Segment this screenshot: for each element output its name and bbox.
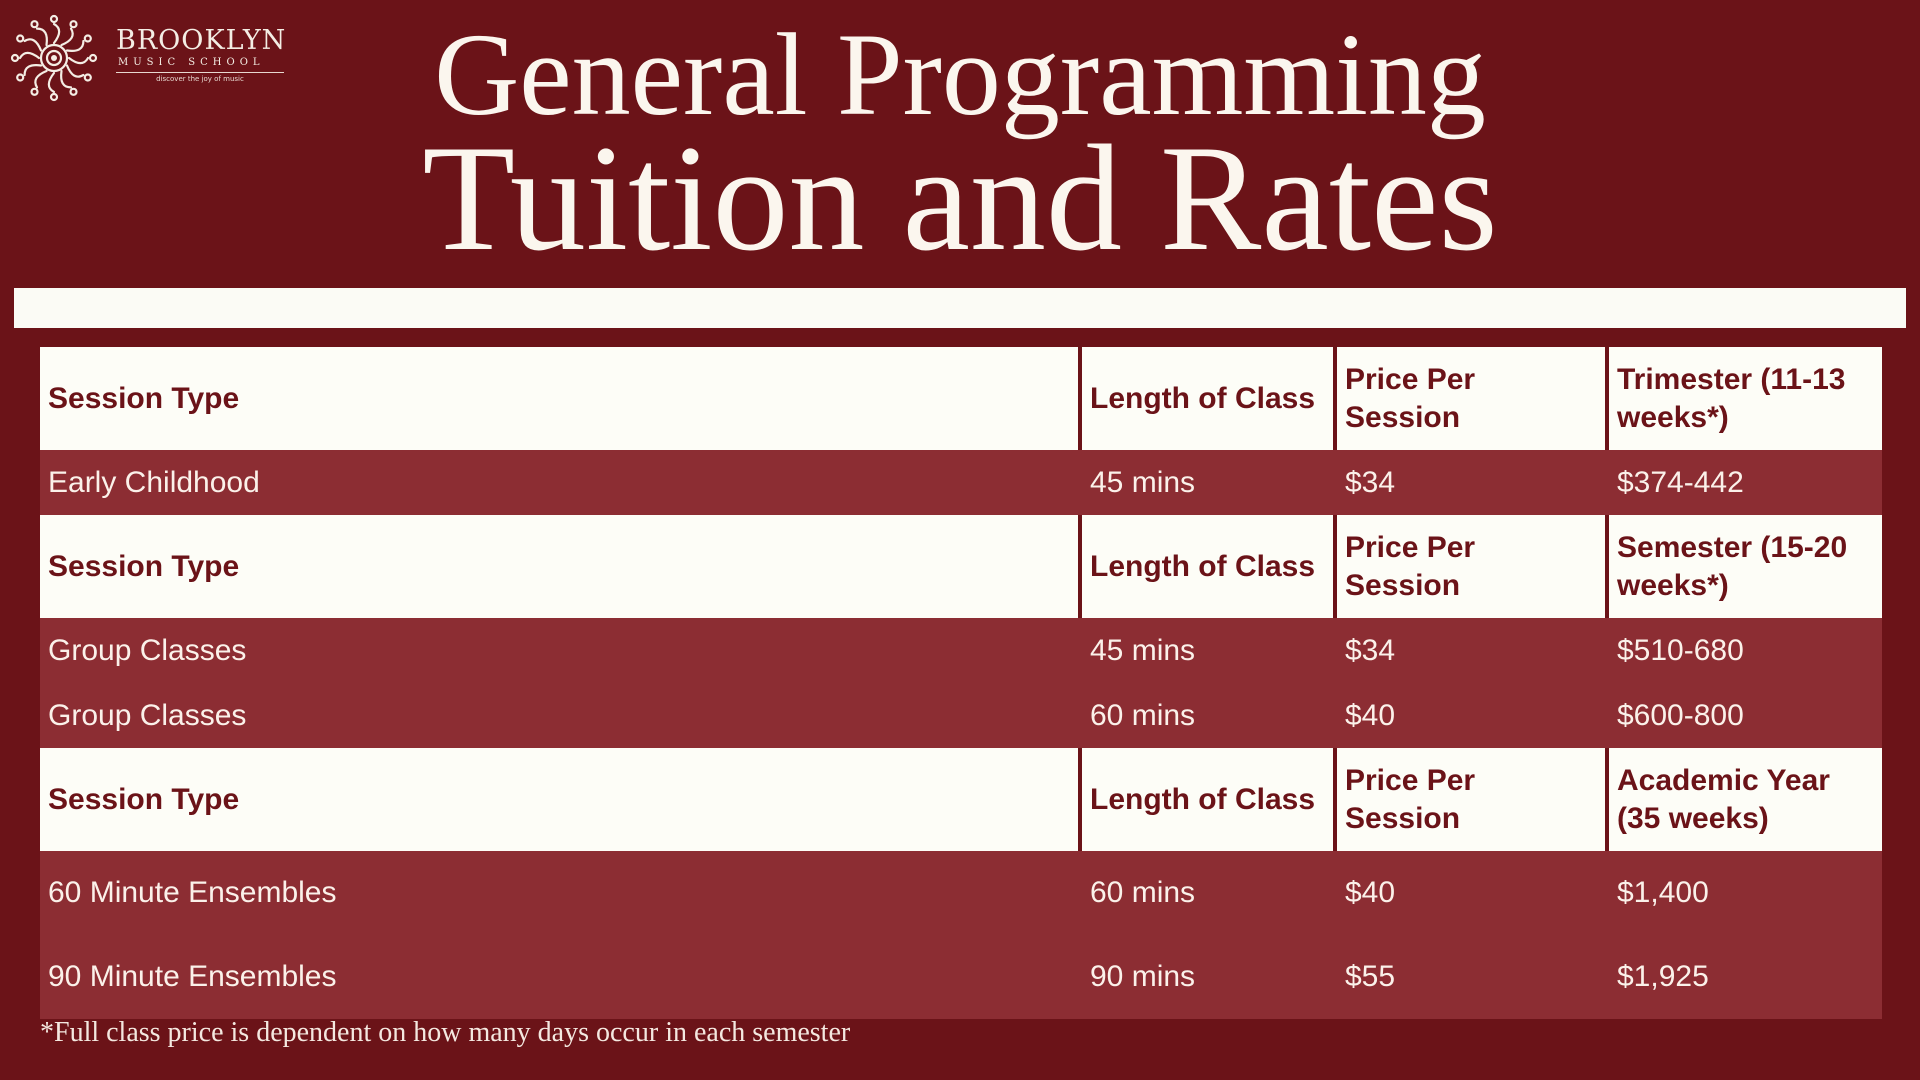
cell-session-type: 60 Minute Ensembles — [40, 851, 1082, 935]
logo-petal-dot — [16, 73, 25, 82]
cell-length: 60 mins — [1082, 851, 1337, 935]
logo-petal — [47, 71, 56, 94]
table-row: Early Childhood 45 mins $34 $374-442 — [40, 450, 1882, 515]
footnote: *Full class price is dependent on how ma… — [40, 1017, 851, 1048]
table-header-row: Session Type Length of Class Price Per S… — [40, 748, 1882, 851]
logo-petal-dot — [83, 73, 92, 82]
tuition-rates-table: Session Type Length of Class Price Per S… — [40, 347, 1882, 1019]
logo-petal — [23, 38, 43, 52]
cell-price: $34 — [1337, 618, 1609, 683]
cell-total: $600-800 — [1609, 683, 1882, 748]
cell-price: $40 — [1337, 851, 1609, 935]
logo-petal — [60, 69, 73, 89]
cell-length: 45 mins — [1082, 450, 1337, 515]
table-row: Group Classes 60 mins $40 $600-800 — [40, 683, 1882, 748]
header-cell-length: Length of Class — [1082, 347, 1337, 450]
header-cell-length: Length of Class — [1082, 515, 1337, 618]
table-row: Group Classes 45 mins $34 $510-680 — [40, 618, 1882, 683]
cell-length: 60 mins — [1082, 683, 1337, 748]
header-cell-academic-year: Academic Year (35 weeks) — [1609, 748, 1882, 851]
logo-name: BROOKLYN — [116, 25, 287, 56]
page-title-line-2: Tuition and Rates — [422, 114, 1498, 282]
header-cell-session-type: Session Type — [40, 748, 1082, 851]
cell-price: $34 — [1337, 450, 1609, 515]
logo-petal-dot — [88, 53, 98, 63]
logo-petal — [60, 27, 74, 47]
cell-length: 90 mins — [1082, 935, 1337, 1019]
divider-bar — [14, 288, 1906, 328]
logo-petal — [65, 64, 85, 78]
header-cell-price: Price Per Session — [1337, 347, 1609, 450]
cell-session-type: Group Classes — [40, 618, 1082, 683]
logo-petal-dot — [69, 20, 78, 29]
logo-petal-dot — [30, 87, 39, 96]
cell-total: $374-442 — [1609, 450, 1882, 515]
logo-petal — [65, 39, 85, 52]
logo-subtitle: MUSIC SCHOOL — [118, 57, 265, 68]
logo-petal-dot — [49, 92, 59, 102]
logo-petal-dot — [16, 34, 25, 43]
page-title-line-1: General Programming — [434, 9, 1486, 140]
header-cell-session-type: Session Type — [40, 347, 1082, 450]
mandala-logo-icon — [10, 14, 98, 102]
header-cell-price: Price Per Session — [1337, 515, 1609, 618]
logo-petal — [23, 64, 43, 77]
brooklyn-music-school-logo: BROOKLYN MUSIC SCHOOL discover the joy o… — [8, 12, 288, 104]
table-header-row: Session Type Length of Class Price Per S… — [40, 515, 1882, 618]
logo-petal — [67, 56, 90, 65]
header-cell-trimester: Trimester (11-13 weeks*) — [1609, 347, 1882, 450]
logo-petal — [18, 51, 41, 60]
cell-length: 45 mins — [1082, 618, 1337, 683]
header-cell-session-type: Session Type — [40, 515, 1082, 618]
logo-petal-dot — [10, 53, 20, 63]
logo-petal — [35, 27, 48, 47]
cell-session-type: Group Classes — [40, 683, 1082, 748]
logo-tagline: discover the joy of music — [116, 72, 284, 84]
table-row: 60 Minute Ensembles 60 mins $40 $1,400 — [40, 851, 1882, 935]
table-row: 90 Minute Ensembles 90 mins $55 $1,925 — [40, 935, 1882, 1019]
logo-petal — [52, 22, 61, 45]
cell-total: $510-680 — [1609, 618, 1882, 683]
logo-petal-dot — [30, 20, 39, 29]
table-header-row: Session Type Length of Class Price Per S… — [40, 347, 1882, 450]
cell-total: $1,925 — [1609, 935, 1882, 1019]
header-cell-semester: Semester (15-20 weeks*) — [1609, 515, 1882, 618]
cell-price: $40 — [1337, 683, 1609, 748]
logo-petal — [34, 69, 48, 89]
cell-price: $55 — [1337, 935, 1609, 1019]
cell-total: $1,400 — [1609, 851, 1882, 935]
logo-petal-dot — [69, 87, 78, 96]
logo-petal-dot — [49, 14, 59, 24]
logo-petal-dot — [83, 34, 92, 43]
header-cell-length: Length of Class — [1082, 748, 1337, 851]
cell-session-type: Early Childhood — [40, 450, 1082, 515]
cell-session-type: 90 Minute Ensembles — [40, 935, 1082, 1019]
header-cell-price: Price Per Session — [1337, 748, 1609, 851]
